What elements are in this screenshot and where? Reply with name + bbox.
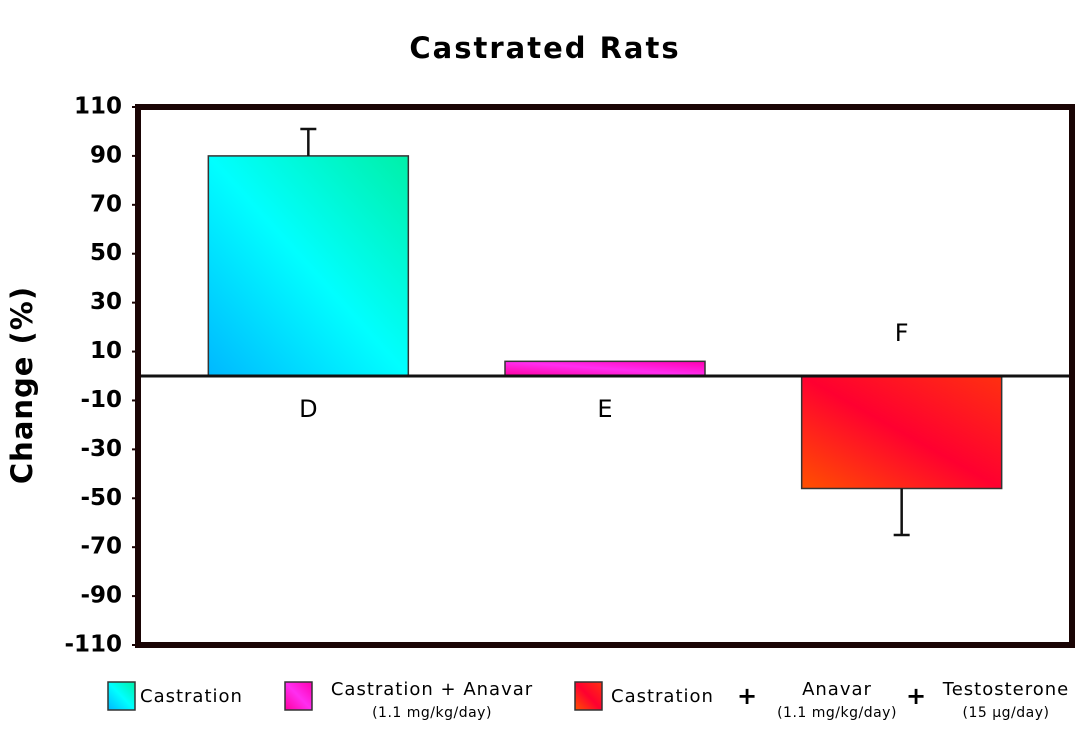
bar <box>207 155 410 377</box>
legend-label: Anavar <box>802 679 872 700</box>
chart-title: Castrated Rats <box>409 31 680 65</box>
legend-plus: + <box>906 682 926 710</box>
y-tick-label: 30 <box>90 289 122 315</box>
y-tick-label: 10 <box>90 338 122 364</box>
y-tick-label: 110 <box>74 94 122 120</box>
y-tick-label: 90 <box>90 142 122 168</box>
legend-label: Castration <box>611 686 714 707</box>
y-tick-label: -110 <box>64 632 122 658</box>
legend-label: Castration + Anavar <box>331 679 533 700</box>
legend-sublabel: (15 µg/day) <box>963 705 1050 721</box>
bar <box>504 360 706 377</box>
error-bar <box>300 127 317 156</box>
legend-plus: + <box>737 682 757 710</box>
y-tick-label: -70 <box>80 534 122 560</box>
y-tick-label: -90 <box>80 583 122 609</box>
legend-sublabel: (1.1 mg/kg/day) <box>777 705 897 721</box>
y-tick-label: -10 <box>80 387 122 413</box>
legend-sublabel: (1.1 mg/kg/day) <box>372 705 492 721</box>
y-tick-label: -30 <box>80 436 122 462</box>
legend-swatch <box>284 681 313 711</box>
y-tick-label: -50 <box>80 485 122 511</box>
y-tick-label: 70 <box>90 191 122 217</box>
category-label: E <box>597 395 612 423</box>
bar <box>800 375 1003 490</box>
legend-swatch <box>574 681 603 711</box>
y-axis-title: Change (%) <box>5 286 39 484</box>
error-bar <box>893 488 910 537</box>
legend-label: Testosterone <box>942 679 1069 700</box>
category-label: F <box>895 319 909 347</box>
legend-label: Castration <box>140 686 243 707</box>
category-label: D <box>299 395 317 423</box>
y-tick-label: 50 <box>90 240 122 266</box>
plot-frame <box>135 104 1075 648</box>
legend-swatch <box>107 681 136 711</box>
